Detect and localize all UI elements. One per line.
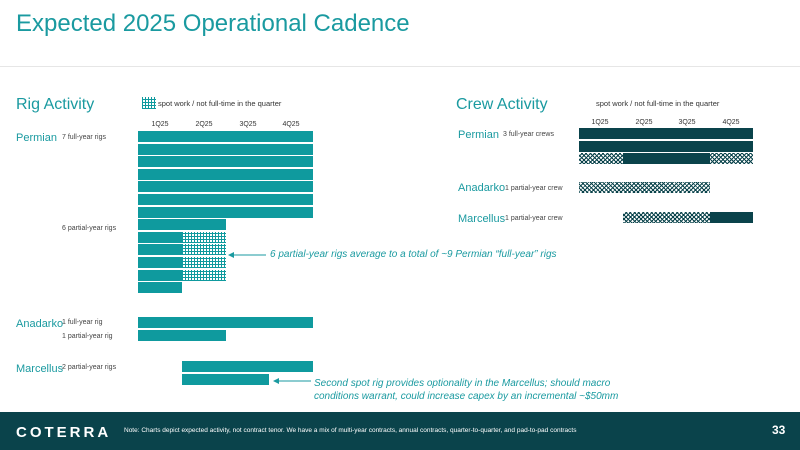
rig-legend-label: spot work / not full-time in the quarter [158,99,282,108]
rig-permian-bar-full [138,231,182,243]
rig-permian-bar-full [138,269,182,281]
marcellus-callout-line1: Second spot rig provides optionality in … [314,378,611,389]
rig-anadarko-label: Anadarko [16,318,64,330]
crew-anadarko-bar-spot [579,182,710,193]
marcellus-callout-line2: conditions warrant, could increase capex… [314,391,619,402]
rig-permian-bar-full [138,181,313,193]
rig-anadarko-bar-full [138,329,226,341]
crew-quarter-label: 1Q25 [591,119,609,126]
rig-permian-bar-full [138,219,226,231]
rig-activity-title: Rig Activity [16,96,95,113]
rig-marcellus-bar-full [181,373,270,385]
rig-quarter-label: 3Q25 [239,121,257,128]
rig-anadarko-partial-year-label: 1 partial-year rig [62,333,113,340]
rig-permian-bar-full [138,194,313,205]
rig-permian-label: Permian [16,132,57,144]
rig-permian-bar-full [138,156,313,168]
page-number: 33 [772,423,786,437]
rig-permian-bar-full [138,244,182,256]
coterra-logo: COTERRA [16,424,112,441]
rig-permian-bar-spot [181,257,226,268]
rig-anadarko-bar-full [138,317,313,328]
permian-callout-arrow-icon [228,252,266,258]
rig-permian-bar-full [138,168,313,180]
rig-quarter-label: 4Q25 [282,121,300,128]
crew-quarter-label: 3Q25 [678,119,696,126]
crew-permian-bar-full [579,140,753,152]
crew-marcellus-label: Marcellus [458,213,506,225]
rig-permian-bar-spot [181,231,226,243]
crew-anadarko-label: Anadarko [458,182,506,194]
rig-permian-bar-full [138,143,313,155]
rig-anadarko-full-year-label: 1 full-year rig [62,319,103,326]
rig-permian-bar-full [138,257,182,268]
crew-marcellus-bar-spot [622,212,710,223]
title-divider [0,66,800,67]
crew-permian-bar-spot [709,153,753,165]
crew-permian-sub-label: 3 full-year crews [503,131,554,138]
rig-permian-bar-spot [181,244,226,256]
crew-marcellus-sub-label: 1 partial-year crew [505,215,563,222]
rig-quarter-label: 2Q25 [195,121,213,128]
footer-note: Note: Charts depict expected activity, n… [124,427,577,434]
rig-quarter-label: 1Q25 [151,121,169,128]
rig-permian-full-year-label: 7 full-year rigs [62,134,106,141]
crew-anadarko-sub-label: 1 partial-year crew [505,185,563,192]
crew-quarter-label: 2Q25 [635,119,653,126]
rig-marcellus-partial-year-label: 2 partial-year rigs [62,364,117,371]
crew-permian-bar-full [579,128,753,139]
crew-permian-label: Permian [458,129,499,141]
rig-marcellus-label: Marcellus [16,363,64,375]
crew-legend-label: spot work / not full-time in the quarter [596,99,720,108]
crew-permian-bar-full [622,153,710,165]
rig-legend-swatch [142,97,156,109]
footer-bar [0,412,800,450]
crew-quarter-label: 4Q25 [722,119,740,126]
rig-permian-bar-full [138,282,182,294]
rig-permian-bar-full [138,206,313,218]
rig-marcellus-bar-full [181,361,313,372]
permian-callout: 6 partial-year rigs average to a total o… [270,249,557,260]
rig-permian-partial-year-label: 6 partial-year rigs [62,225,117,232]
crew-activity-title: Crew Activity [456,96,548,113]
page-title: Expected 2025 Operational Cadence [16,10,410,37]
crew-permian-bar-spot [579,153,623,165]
rig-permian-bar-spot [181,269,226,281]
rig-permian-bar-full [138,131,313,142]
marcellus-callout-arrow-icon [273,378,311,384]
crew-marcellus-bar-full [709,212,753,223]
